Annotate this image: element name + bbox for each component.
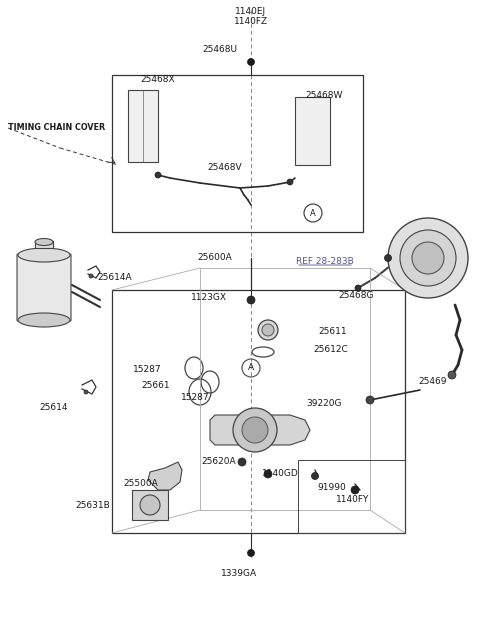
Circle shape	[84, 390, 88, 394]
Text: 25614A: 25614A	[97, 273, 132, 283]
Circle shape	[351, 486, 359, 494]
Text: 1140GD: 1140GD	[262, 468, 299, 478]
Circle shape	[233, 408, 277, 452]
Text: 25469: 25469	[418, 377, 446, 386]
Text: 25468X: 25468X	[140, 75, 175, 85]
Circle shape	[287, 179, 293, 185]
Ellipse shape	[18, 248, 70, 262]
Text: A: A	[248, 364, 254, 372]
Text: 25611: 25611	[318, 327, 347, 337]
Circle shape	[262, 324, 274, 336]
Bar	[298, 460, 405, 533]
Ellipse shape	[35, 238, 53, 246]
Ellipse shape	[18, 313, 70, 327]
Circle shape	[388, 218, 468, 298]
Circle shape	[242, 417, 268, 443]
Text: 25631B: 25631B	[75, 500, 110, 510]
Text: 1140FZ: 1140FZ	[234, 18, 268, 26]
Text: 25468U: 25468U	[202, 46, 237, 55]
Circle shape	[140, 495, 160, 515]
Circle shape	[264, 470, 272, 478]
Circle shape	[400, 230, 456, 286]
Circle shape	[448, 371, 456, 379]
Circle shape	[155, 172, 161, 178]
Polygon shape	[148, 462, 182, 490]
Text: A: A	[310, 209, 316, 218]
Circle shape	[248, 58, 254, 65]
Text: 1140EJ: 1140EJ	[235, 8, 266, 16]
Text: REF 28-283B: REF 28-283B	[296, 258, 354, 266]
Text: 25614: 25614	[39, 403, 68, 411]
Polygon shape	[210, 415, 310, 445]
Bar	[112, 290, 405, 533]
Text: 91990: 91990	[317, 483, 346, 492]
Text: 25620A: 25620A	[202, 456, 236, 465]
Text: 25468W: 25468W	[305, 90, 342, 100]
Circle shape	[412, 242, 444, 274]
Bar	[35, 241, 53, 248]
Circle shape	[248, 549, 254, 557]
Text: 25612C: 25612C	[313, 345, 348, 354]
Text: 25468V: 25468V	[208, 164, 242, 172]
Text: TIMING CHAIN COVER: TIMING CHAIN COVER	[8, 124, 105, 132]
Text: 39220G: 39220G	[306, 399, 341, 409]
Bar	[295, 97, 330, 165]
Circle shape	[89, 274, 93, 278]
Text: 1339GA: 1339GA	[221, 569, 257, 579]
Bar	[132, 490, 168, 520]
Text: 25661: 25661	[142, 381, 170, 389]
Circle shape	[355, 285, 361, 291]
Circle shape	[366, 396, 374, 404]
Text: 25468G: 25468G	[338, 292, 373, 300]
Bar	[128, 90, 158, 162]
Text: 25500A: 25500A	[123, 480, 158, 488]
Text: 25600A: 25600A	[198, 253, 232, 263]
Text: 1123GX: 1123GX	[191, 293, 227, 302]
Circle shape	[384, 255, 392, 261]
Bar	[112, 75, 363, 232]
FancyBboxPatch shape	[17, 254, 71, 321]
Text: 15287: 15287	[181, 394, 210, 403]
Text: 1140FY: 1140FY	[336, 495, 370, 503]
Text: 15287: 15287	[133, 366, 162, 374]
Circle shape	[312, 473, 319, 480]
Circle shape	[247, 296, 255, 304]
Circle shape	[258, 320, 278, 340]
Circle shape	[238, 458, 246, 466]
